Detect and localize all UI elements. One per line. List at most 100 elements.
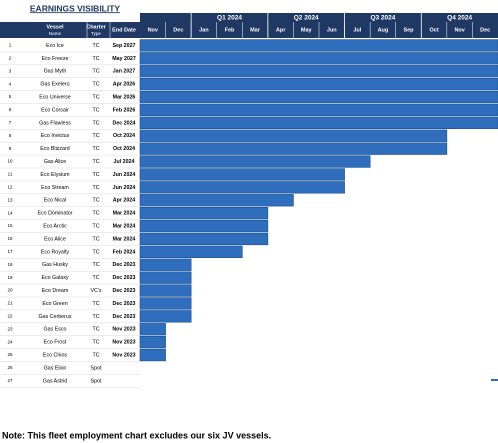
charter-type: Spot	[91, 365, 102, 371]
end-date: Dec 2024	[113, 120, 136, 126]
vessel-name: Gas Flawless	[39, 120, 71, 126]
end-date: Oct 2024	[113, 133, 135, 139]
charter-bar	[139, 219, 269, 233]
charter-type: TC	[92, 146, 99, 152]
month-label: Feb	[225, 27, 235, 33]
charter-type: TC	[92, 185, 99, 191]
row-number: 11	[8, 172, 13, 177]
month-label: Dec	[173, 27, 183, 33]
charter-type: TC	[92, 327, 99, 333]
quarter-label: Q1 2024	[217, 15, 242, 22]
quarter-label: Q3 2024	[370, 15, 395, 22]
end-date: Feb 2026	[113, 107, 136, 113]
end-date: Jun 2024	[113, 185, 136, 191]
end-date: Apr 2026	[113, 82, 135, 88]
end-date: Oct 2024	[113, 146, 135, 152]
end-date: Nov 2023	[112, 327, 135, 333]
row-number: 19	[7, 275, 13, 280]
row-number: 7	[9, 120, 12, 125]
charter-bar	[139, 78, 498, 91]
row-number: 2	[9, 56, 12, 61]
note: Note: This fleet employment chart exclud…	[2, 430, 271, 440]
end-date: Dec 2023	[113, 314, 136, 320]
charter-type: VC's	[90, 288, 101, 294]
vessel-name: Eco Alice	[44, 236, 66, 242]
column-header-sub: Name	[49, 31, 62, 36]
vessel-name: Eco Dream	[42, 288, 69, 294]
row-number: 18	[7, 262, 13, 267]
row-number: 21	[7, 301, 13, 306]
row-number: 20	[7, 288, 13, 293]
end-date: Jun 2024	[113, 172, 136, 178]
row-number: 13	[7, 197, 13, 202]
month-label: Nov	[454, 27, 465, 33]
charter-bar	[139, 258, 192, 271]
column-header: Charter	[86, 24, 106, 30]
end-date: Mar 2024	[113, 211, 136, 217]
charter-bar	[139, 65, 498, 78]
vessel-name: Eco Stream	[41, 185, 69, 191]
row-number: 6	[9, 107, 12, 112]
row-number: 12	[7, 185, 13, 190]
end-date: Feb 2024	[113, 249, 136, 255]
row-number: 1	[9, 43, 12, 48]
month-label: Nov	[148, 27, 159, 33]
charter-bar	[139, 155, 371, 168]
charter-bar	[139, 232, 269, 246]
row-number: 16	[7, 236, 13, 241]
quarter-label: Q4 2024	[447, 15, 472, 22]
charter-type: TC	[92, 352, 99, 358]
end-date: Jul 2024	[114, 159, 135, 165]
end-date: Dec 2023	[113, 275, 136, 281]
end-date: Dec 2023	[113, 262, 136, 268]
charter-bar	[139, 52, 498, 65]
charter-bar	[139, 116, 498, 129]
charter-bar	[139, 323, 166, 336]
vessel-name: Eco Royalty	[41, 249, 70, 255]
vessel-name: Eco Blizzard	[40, 146, 69, 152]
end-date: Jan 2027	[113, 69, 135, 75]
charter-type: TC	[92, 301, 99, 307]
charter-bar	[139, 181, 345, 194]
charter-type: TC	[92, 211, 99, 217]
vessel-name: Eco Corsair	[41, 107, 69, 113]
vessel-name: Gas Cerberus	[39, 314, 72, 320]
quarter-band	[140, 13, 498, 22]
vessel-name: Eco Chios	[43, 352, 67, 358]
charter-bar	[139, 284, 192, 297]
month-label: Dec	[480, 27, 490, 33]
vessel-name: Eco Nical	[44, 198, 66, 204]
charter-type: TC	[92, 275, 99, 281]
charter-type: TC	[92, 314, 99, 320]
vessel-name: Eco Dominator	[37, 211, 72, 217]
row-number: 22	[7, 314, 13, 319]
charter-type: TC	[92, 198, 99, 204]
month-label: May	[301, 27, 313, 33]
row-number: 15	[7, 223, 13, 228]
charter-bar	[139, 39, 498, 52]
row-number: 27	[7, 378, 13, 383]
charter-bar	[139, 168, 345, 181]
row-number: 9	[9, 146, 12, 151]
charter-type: TC	[92, 223, 99, 229]
charter-type: TC	[92, 56, 99, 62]
vessel-name: Eco Freeze	[41, 56, 68, 62]
end-date: Dec 2023	[113, 301, 136, 307]
vessel-name: Eco Green	[42, 301, 67, 307]
vessel-name: Eco Frost	[44, 340, 67, 346]
end-date: Mar 2026	[113, 94, 136, 100]
row-number: 24	[7, 339, 13, 344]
row-number: 10	[7, 159, 13, 164]
end-date: Mar 2024	[113, 236, 136, 242]
charter-bar	[139, 194, 294, 207]
vessel-name: Eco Ice	[46, 43, 64, 49]
vessel-name: Eco Universe	[39, 94, 71, 100]
end-date: Dec 2023	[113, 288, 136, 294]
end-date: Nov 2023	[112, 352, 135, 358]
quarter-label: Q2 2024	[294, 15, 319, 22]
month-label: Oct	[429, 27, 438, 33]
charter-bar	[139, 245, 243, 258]
vessel-name: Gas Husky	[42, 262, 68, 268]
charter-type: TC	[92, 249, 99, 255]
